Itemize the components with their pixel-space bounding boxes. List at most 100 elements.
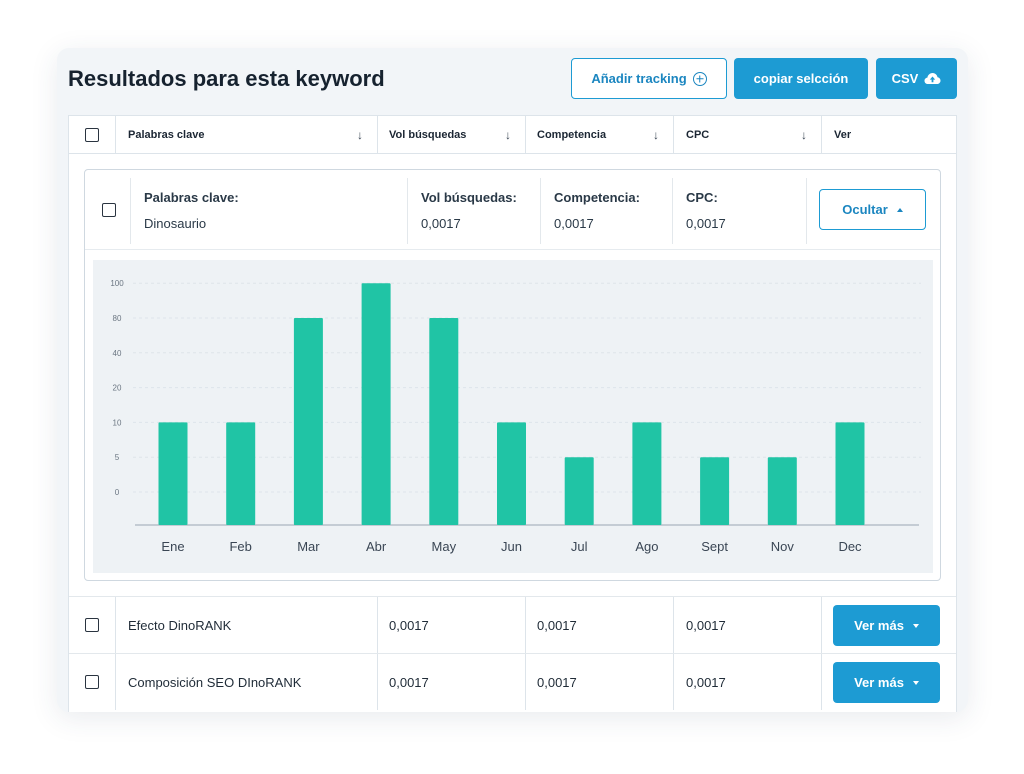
cpc-text: 0,0017 [686,617,726,633]
x-tick-label: Jul [571,539,588,554]
col-keyword[interactable]: Palabras clave ↓ [115,116,377,153]
x-tick-label: Sept [701,539,728,554]
x-tick-label: Feb [229,539,251,554]
x-tick-label: May [432,539,457,554]
competition-text: 0,0017 [537,674,577,690]
col-competition-label: Competencia [537,128,607,141]
row-checkbox[interactable] [102,203,116,217]
keyword-label: Palabras clave: [144,190,239,205]
y-tick-label: 0 [115,488,120,497]
csv-download-button[interactable]: CSV [876,58,957,99]
cpc-text: 0,0017 [686,674,726,690]
col-keyword-label: Palabras clave [128,128,205,141]
divider [407,178,408,244]
bar [835,422,865,525]
row-checkbox[interactable] [85,618,99,632]
copy-selection-label: copiar selcción [753,71,849,86]
keyword-cell: Composición SEO DInoRANK [115,654,377,710]
volume-text: 0,0017 [389,674,429,690]
col-cpc-label: CPC [686,128,710,141]
caret-up-icon [896,207,903,212]
sort-arrow-icon[interactable]: ↓ [505,127,511,142]
x-tick-label: Jun [501,539,522,554]
y-tick-label: 40 [113,349,122,358]
see-more-button[interactable]: Ver más [833,605,940,646]
add-tracking-label: Añadir tracking [591,71,687,86]
copy-selection-button[interactable]: copiar selcción [734,58,868,99]
caret-down-icon [912,623,919,628]
cpc-value: 0,0017 [686,216,726,231]
action-cell [821,654,958,710]
expanded-row-header: Palabras clave: Dinosaurio Vol búsquedas… [85,170,940,250]
expanded-row: Palabras clave: Dinosaurio Vol búsquedas… [84,169,941,581]
hide-label: Ocultar [842,202,888,217]
x-tick-label: Ene [161,539,184,554]
volume-cell: 0,0017 [377,597,525,653]
results-card: Resultados para esta keyword Añadir trac… [57,48,968,712]
table-row[interactable]: Composición SEO DInoRANK 0,0017 0,0017 0… [69,653,956,710]
bar [632,422,662,525]
x-tick-label: Mar [297,539,320,554]
table-header: Palabras clave ↓ Vol búsquedas ↓ Compete… [69,116,956,154]
bar [564,457,594,525]
divider [540,178,541,244]
col-cpc[interactable]: CPC ↓ [673,116,821,153]
csv-label: CSV [891,71,919,86]
x-tick-label: Abr [366,539,387,554]
volume-text: 0,0017 [389,617,429,633]
volume-label: Vol búsquedas: [421,190,517,205]
x-tick-label: Ago [635,539,658,554]
volume-cell: 0,0017 [377,654,525,710]
col-competition[interactable]: Competencia ↓ [525,116,673,153]
competition-label: Competencia: [554,190,640,205]
see-more-label: Ver más [854,675,904,690]
sort-arrow-icon[interactable]: ↓ [801,127,807,142]
col-volume[interactable]: Vol búsquedas ↓ [377,116,525,153]
volume-value: 0,0017 [421,216,461,231]
sort-arrow-icon[interactable]: ↓ [653,127,659,142]
competition-value: 0,0017 [554,216,594,231]
action-cell [821,597,958,653]
cpc-cell: 0,0017 [673,654,821,710]
search-volume-chart: 0 5 10 20 40 80 100 Ene Feb Mar Abr May Jun Jul Ago Sep… [93,260,933,573]
x-tick-label: Dec [838,539,862,554]
y-tick-label: 5 [115,453,120,462]
bar [158,422,188,525]
plus-circle-icon [692,71,707,86]
keyword-text: Composición SEO DInoRANK [128,674,302,690]
cloud-upload-icon [924,73,941,84]
table-row[interactable]: Efecto DinoRANK 0,0017 0,0017 0,0017 Ver… [69,596,956,653]
bar [700,457,730,525]
bar [497,422,526,525]
divider [130,178,131,244]
add-tracking-button[interactable]: Añadir tracking [571,58,727,99]
keywords-table: Palabras clave ↓ Vol búsquedas ↓ Compete… [68,115,957,712]
bar [429,318,459,525]
y-tick-label: 80 [113,314,122,323]
select-all-cell [85,116,99,153]
y-tick-label: 100 [110,279,124,288]
cpc-cell: 0,0017 [673,597,821,653]
y-tick-label: 10 [113,418,122,427]
row-checkbox[interactable] [85,675,99,689]
x-tick-label: Nov [771,539,795,554]
caret-down-icon [912,680,919,685]
bar [293,318,323,525]
bar [226,422,256,525]
page-title: Resultados para esta keyword [68,66,385,91]
col-view-label: Ver [834,128,852,141]
bar [767,457,797,525]
divider [806,178,807,244]
see-more-button[interactable]: Ver más [833,662,940,703]
bar-chart-svg: 0 5 10 20 40 80 100 Ene Feb Mar Abr May Jun Jul Ago Sep… [110,279,921,554]
col-view: Ver [821,116,958,153]
competition-text: 0,0017 [537,617,577,633]
y-tick-label: 20 [113,384,122,393]
sort-arrow-icon[interactable]: ↓ [357,127,363,142]
hide-button[interactable]: Ocultar [819,189,926,230]
keyword-cell: Efecto DinoRANK [115,597,377,653]
keyword-text: Efecto DinoRANK [128,617,232,633]
cpc-label: CPC: [686,190,718,205]
select-all-checkbox[interactable] [85,127,99,142]
divider [672,178,673,244]
